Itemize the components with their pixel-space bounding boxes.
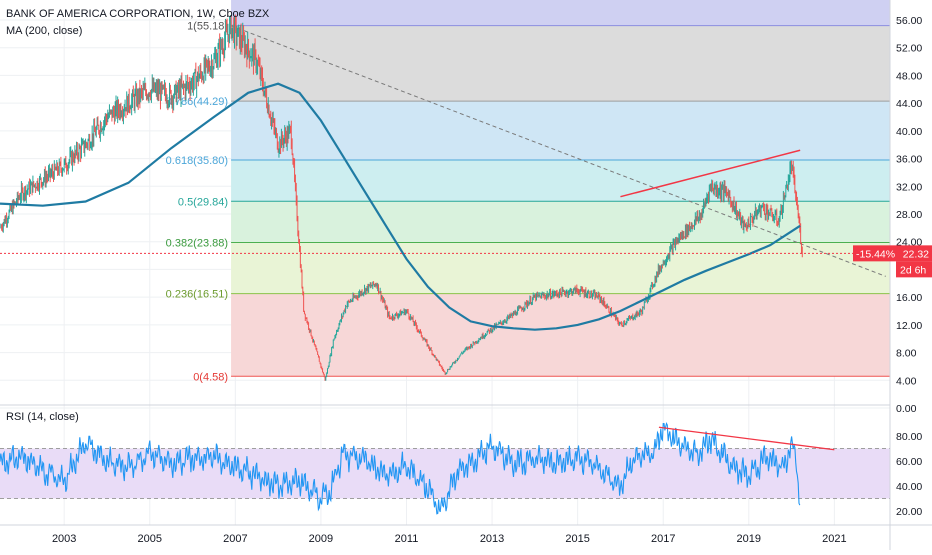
- ma-indicator-label[interactable]: MA (200, close): [6, 25, 83, 37]
- fib-level-label: 0.786(44.29): [166, 96, 228, 108]
- price-change-label: -15.44%: [856, 248, 895, 260]
- fib-band: [231, 242, 891, 294]
- x-tick-label: 2021: [822, 533, 846, 545]
- fib-band: [231, 159, 891, 202]
- fib-level-label: 0.5(29.84): [178, 196, 228, 208]
- x-tick-label: 2005: [138, 533, 162, 545]
- x-tick-label: 2009: [309, 533, 333, 545]
- countdown-bg: [896, 261, 932, 278]
- x-tick-label: 2007: [223, 533, 247, 545]
- x-tick-label: 2019: [737, 533, 761, 545]
- fib-band: [231, 101, 891, 160]
- rsi-y-tick-label: 60.00: [896, 456, 922, 468]
- y-tick-label: 16.00: [896, 292, 922, 304]
- dashed-downtrend-line[interactable]: [230, 25, 886, 277]
- price-badge[interactable]: -15.44% 22.32 2d 6h: [853, 245, 932, 278]
- y-tick-label: 4.00: [896, 375, 917, 387]
- y-tick-label: 32.00: [896, 181, 922, 193]
- fib-band: [231, 293, 891, 377]
- fib-band: [231, 25, 891, 102]
- y-tick-label: 12.00: [896, 320, 922, 332]
- y-tick-label: 44.00: [896, 98, 922, 110]
- price-badge-bg: [853, 245, 932, 262]
- rising-trendline[interactable]: [620, 149, 801, 198]
- y-tick-label: 36.00: [896, 154, 922, 166]
- fib-level-label: 0.382(23.88): [166, 238, 228, 250]
- y-tick-label: 52.00: [896, 43, 922, 55]
- y-tick-label: 56.00: [896, 15, 922, 27]
- rsi-indicator-label[interactable]: RSI (14, close): [6, 411, 79, 423]
- y-tick-label: 8.00: [896, 348, 917, 360]
- countdown-label: 2d 6h: [900, 264, 926, 276]
- y-tick-label: 0.00: [896, 403, 917, 415]
- fib-level-label: 0.236(16.51): [166, 289, 228, 301]
- x-tick-label: 2017: [651, 533, 675, 545]
- x-tick-label: 2011: [395, 533, 419, 545]
- price-value-label: 22.32: [903, 248, 929, 260]
- x-tick-label: 2003: [52, 533, 76, 545]
- ma-200-line[interactable]: [0, 82, 801, 331]
- rsi-y-tick-label: 40.00: [896, 481, 922, 493]
- fib-band: [231, 201, 891, 243]
- fib-level-label: 1(55.18): [187, 21, 228, 33]
- chart-title: BANK OF AMERICA CORPORATION, 1W, Cboe BZ…: [6, 8, 270, 20]
- y-tick-label: 40.00: [896, 126, 922, 138]
- fib-level-label: 0(4.58): [193, 371, 228, 383]
- fib-level-label: 0.618(35.80): [166, 155, 228, 167]
- candles: [0, 14, 803, 381]
- y-tick-label: 28.00: [896, 209, 922, 221]
- rsi-line[interactable]: [0, 421, 801, 515]
- rsi-trendline[interactable]: [658, 426, 835, 451]
- x-tick-label: 2015: [565, 533, 589, 545]
- fib-band: [231, 0, 891, 26]
- y-tick-label: 48.00: [896, 70, 922, 82]
- rsi-y-tick-label: 80.00: [896, 431, 922, 443]
- x-tick-label: 2013: [480, 533, 504, 545]
- rsi-y-tick-label: 20.00: [896, 506, 922, 518]
